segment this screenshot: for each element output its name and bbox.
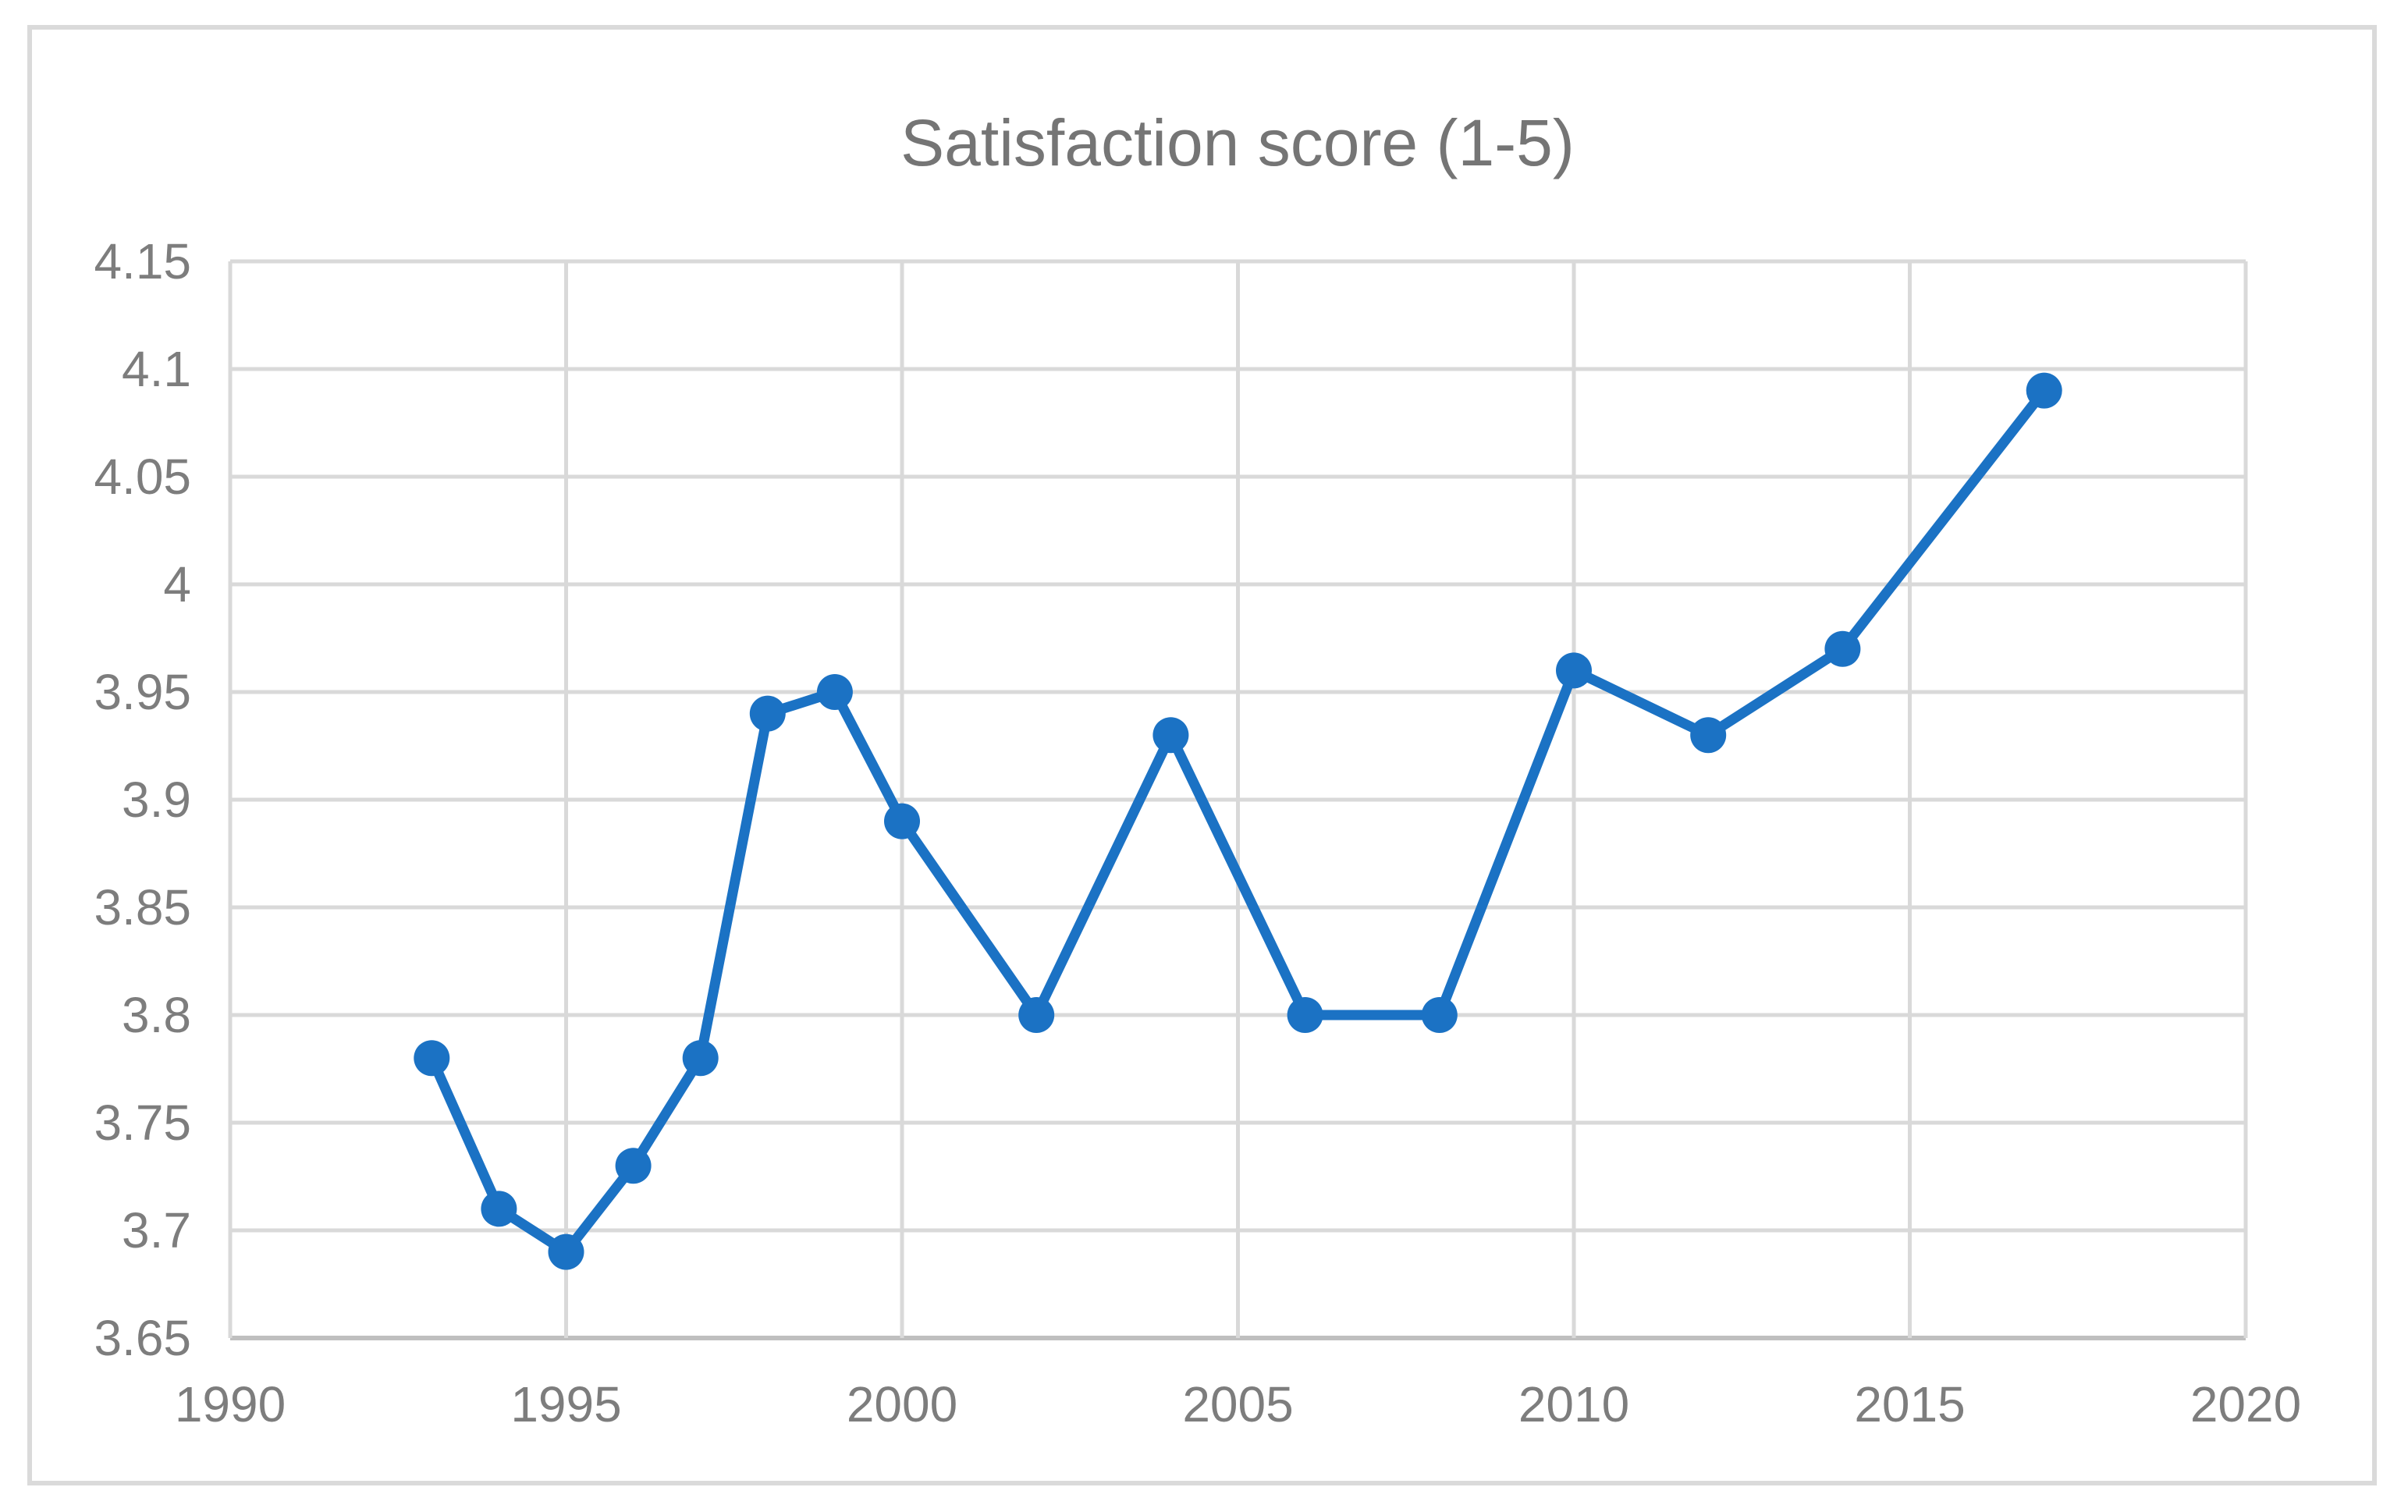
- x-tick-label: 1990: [175, 1376, 286, 1432]
- data-point-marker: [749, 695, 786, 732]
- chart-title: Satisfaction score (1-5): [900, 106, 1575, 179]
- data-point-marker: [816, 674, 853, 710]
- y-tick-label: 3.85: [94, 879, 191, 935]
- axis-labels: 4.15 4.1 4.05 4 3.95 3.9 3.85 3.8 3.75 3.7 3.65 199…: [94, 233, 2301, 1432]
- data-point-marker: [548, 1233, 584, 1270]
- data-point-marker: [1690, 717, 1727, 754]
- series-line: [426, 385, 2050, 1258]
- y-tick-label: 4: [163, 556, 191, 612]
- data-point-marker: [481, 1191, 517, 1227]
- y-tick-label: 3.7: [122, 1202, 191, 1258]
- data-point-marker: [615, 1148, 652, 1184]
- x-tick-label: 2015: [1854, 1376, 1965, 1432]
- data-point-marker: [1824, 630, 1861, 667]
- data-point-marker: [1421, 997, 1458, 1033]
- y-tick-label: 4.05: [94, 449, 191, 505]
- x-tick-label: 2020: [2190, 1376, 2301, 1432]
- data-point-marker: [414, 1040, 450, 1077]
- series-satisfaction: [414, 372, 2062, 1270]
- y-tick-label: 3.65: [94, 1310, 191, 1366]
- x-tick-label: 2000: [847, 1376, 957, 1432]
- data-point-marker: [1018, 997, 1055, 1033]
- data-point-marker: [1287, 997, 1323, 1033]
- y-tick-label: 3.8: [122, 987, 191, 1043]
- y-tick-label: 4.15: [94, 233, 191, 289]
- data-point-marker: [1153, 717, 1189, 754]
- y-tick-label: 3.95: [94, 664, 191, 720]
- x-tick-label: 2005: [1182, 1376, 1293, 1432]
- gridlines: [228, 259, 2248, 1340]
- data-point-marker: [2026, 372, 2062, 409]
- y-tick-label: 4.1: [122, 341, 191, 397]
- data-point-marker: [682, 1040, 719, 1077]
- x-tick-label: 2010: [1518, 1376, 1629, 1432]
- y-tick-label: 3.9: [122, 772, 191, 828]
- data-point-marker: [1556, 652, 1592, 689]
- y-tick-label: 3.75: [94, 1095, 191, 1151]
- x-tick-label: 1995: [510, 1376, 621, 1432]
- data-point-marker: [884, 803, 920, 839]
